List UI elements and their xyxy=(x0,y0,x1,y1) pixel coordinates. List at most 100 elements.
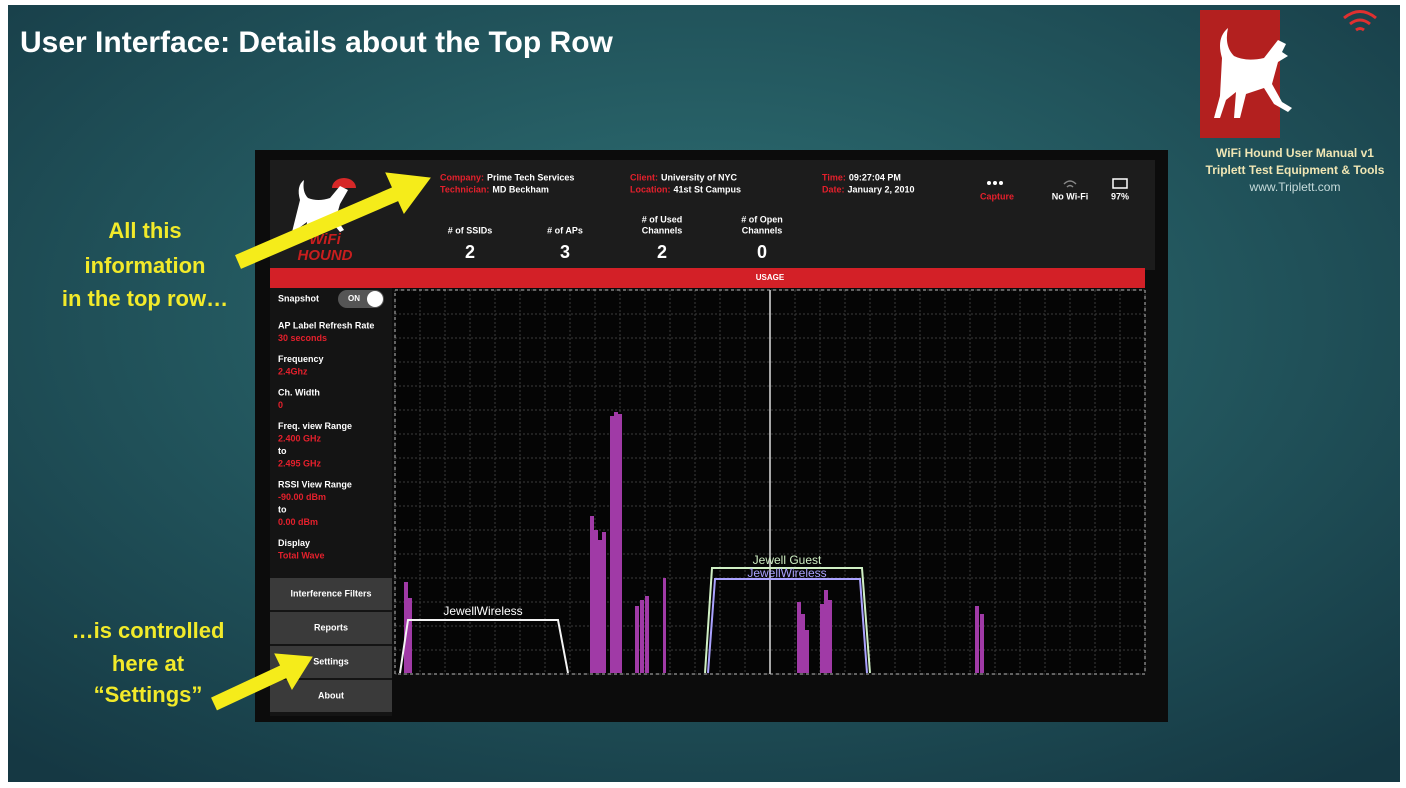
spectrum-bar xyxy=(663,578,666,673)
device-logo-text: HOUND xyxy=(298,247,353,264)
logo-caption: www.Triplett.com xyxy=(1249,180,1341,194)
callout-text: …is controlled xyxy=(72,618,225,643)
menu-label: Interference Filters xyxy=(290,588,371,598)
spectrum-bar xyxy=(614,412,618,673)
stat-label: # of Open xyxy=(741,214,783,224)
info-label: Client: xyxy=(630,172,658,182)
setting-label: Frequency xyxy=(278,354,324,364)
spectrum-bar xyxy=(797,602,801,673)
setting-value: 2.4Ghz xyxy=(278,366,308,376)
usage-band xyxy=(270,268,392,288)
capture-icon xyxy=(987,181,1003,185)
setting-value: 30 seconds xyxy=(278,333,327,343)
spectrum-bar xyxy=(408,598,412,673)
stat-value: 2 xyxy=(465,242,475,262)
spectrum-bar xyxy=(805,630,809,673)
snapshot-state: ON xyxy=(348,294,360,303)
stat-label: # of Used xyxy=(642,214,683,224)
spectrum-bar xyxy=(975,606,979,673)
info-value: MD Beckham xyxy=(492,184,549,194)
setting-label: Display xyxy=(278,538,310,548)
toggle-knob xyxy=(367,291,383,307)
spectrum-bar xyxy=(635,606,639,673)
stat-value: 0 xyxy=(757,242,767,262)
channel-outline xyxy=(399,619,569,674)
info-label: Company: xyxy=(440,172,484,182)
brand-logo xyxy=(1200,10,1377,138)
setting-label: RSSI View Range xyxy=(278,479,352,489)
channel-outline xyxy=(704,567,871,674)
info-value: University of NYC xyxy=(661,172,738,182)
callout-text: in the top row… xyxy=(62,286,228,311)
arrow xyxy=(211,653,313,711)
info-value: 41st St Campus xyxy=(674,184,742,194)
setting-label: Freq. view Range xyxy=(278,421,352,431)
spectrum-bar xyxy=(824,590,828,673)
info-label: Time: xyxy=(822,172,846,182)
network-label: JewellWireless xyxy=(443,604,522,618)
info-value: 09:27:04 PM xyxy=(849,172,901,182)
snapshot-label: Snapshot xyxy=(278,293,319,303)
stat-label: Channels xyxy=(742,225,783,235)
graph-border xyxy=(394,289,1146,675)
setting-value: 0.00 dBm xyxy=(278,517,318,527)
info-value: Prime Tech Services xyxy=(487,172,574,182)
stat-label: # of APs xyxy=(547,225,583,235)
setting-label: AP Label Refresh Rate xyxy=(278,320,374,330)
setting-value: 2.495 GHz xyxy=(278,458,322,468)
spectrum-bar xyxy=(645,596,649,673)
info-label: Technician: xyxy=(440,184,489,194)
setting-value: Total Wave xyxy=(278,550,325,560)
setting-value: to xyxy=(278,446,287,456)
stat-label: # of SSIDs xyxy=(448,225,493,235)
spectrum-bar xyxy=(590,516,594,673)
setting-value: 2.400 GHz xyxy=(278,433,322,443)
spectrum-bar xyxy=(598,540,602,673)
info-label: Location: xyxy=(630,184,671,194)
setting-label: Ch. Width xyxy=(278,387,320,397)
callout-text: information xyxy=(85,253,206,278)
stat-value: 3 xyxy=(560,242,570,262)
info-value: January 2, 2010 xyxy=(848,184,915,194)
sidebar xyxy=(270,288,392,716)
menu-button[interactable] xyxy=(270,612,392,644)
spectrum-bar xyxy=(820,604,824,673)
wifi-status: No Wi-Fi xyxy=(1052,191,1088,201)
logo-caption: WiFi Hound User Manual v1 xyxy=(1216,146,1374,160)
callout-text: All this xyxy=(108,218,181,243)
usage-band xyxy=(392,268,1145,288)
logo-caption: Triplett Test Equipment & Tools xyxy=(1206,163,1385,177)
battery-level: 97% xyxy=(1111,191,1129,201)
wifi-icon xyxy=(1063,180,1077,188)
menu-label: Settings xyxy=(313,656,349,666)
capture-label[interactable]: Capture xyxy=(980,191,1014,201)
spectrum-bar xyxy=(828,600,832,673)
spectrum-bar xyxy=(610,416,614,673)
stat-label: Channels xyxy=(642,225,683,235)
network-label: Jewell Guest xyxy=(753,553,822,567)
setting-value: -90.00 dBm xyxy=(278,492,326,502)
device-logo xyxy=(290,178,356,240)
spectrum-bar xyxy=(980,614,984,673)
callout-text: “Settings” xyxy=(94,682,203,707)
spectrum-bar xyxy=(801,614,805,673)
arrow xyxy=(235,172,431,269)
slide-title: User Interface: Details about the Top Ro… xyxy=(20,26,614,59)
menu-label: Reports xyxy=(314,622,348,632)
setting-value: to xyxy=(278,504,287,514)
spectrum-bar xyxy=(618,414,622,673)
network-label: JewellWireless xyxy=(747,566,826,580)
setting-value: 0 xyxy=(278,400,283,410)
info-label: Date: xyxy=(822,184,845,194)
usage-label: USAGE xyxy=(756,273,785,282)
spectrum-bar xyxy=(594,530,598,673)
callout-text: here at xyxy=(112,651,185,676)
stat-value: 2 xyxy=(657,242,667,262)
menu-label: About xyxy=(318,690,344,700)
spectrum-bar xyxy=(602,532,606,673)
spectrum-bar xyxy=(640,600,644,673)
menu-button[interactable] xyxy=(270,578,392,610)
channel-outline xyxy=(707,578,868,674)
battery-icon xyxy=(1112,178,1128,189)
